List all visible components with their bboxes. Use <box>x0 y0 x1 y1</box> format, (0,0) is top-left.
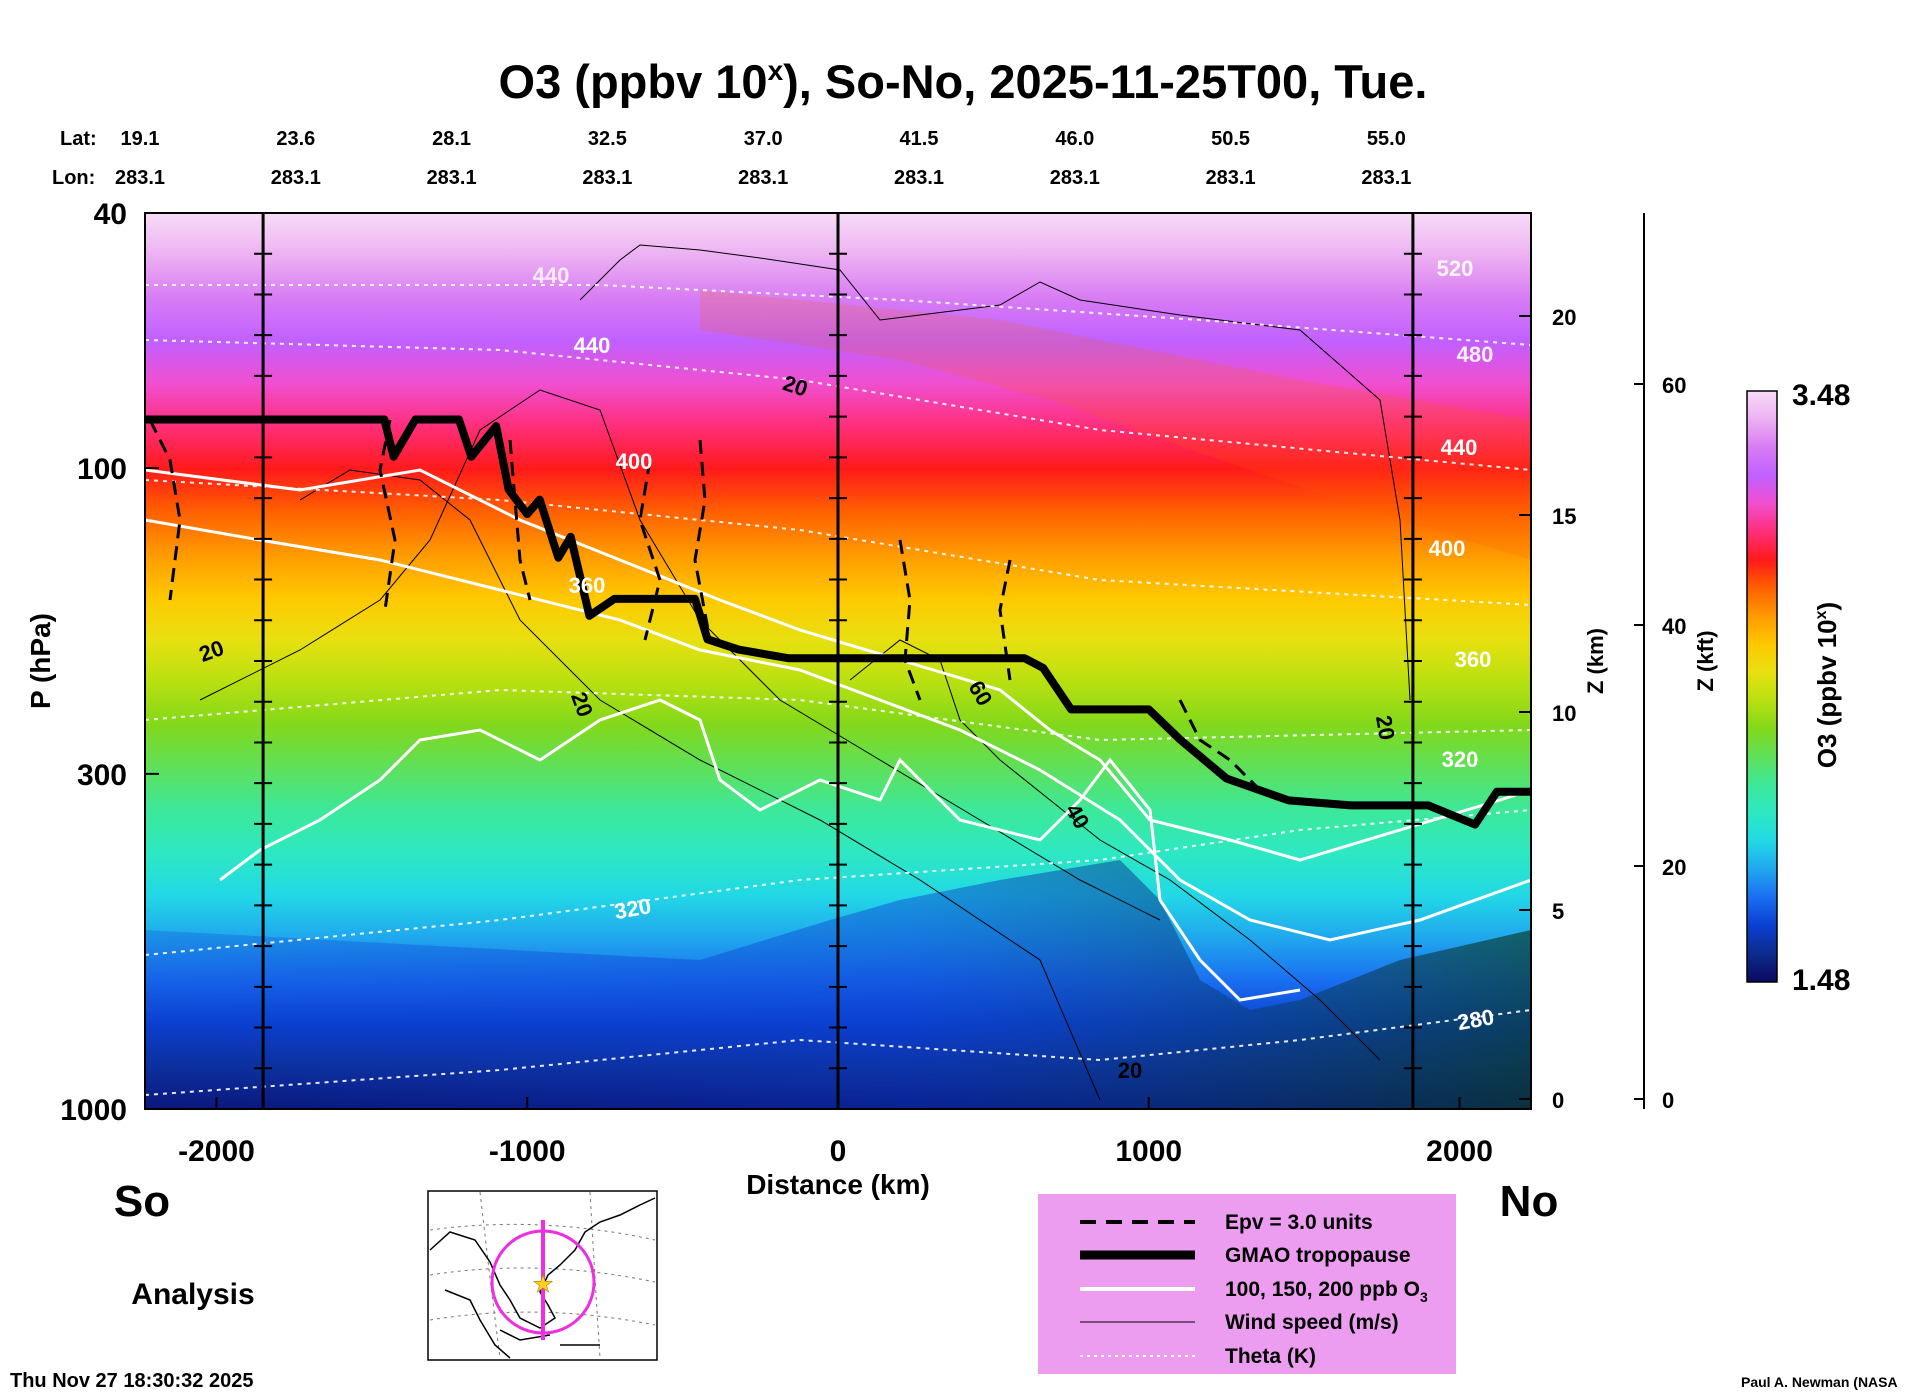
legend-box: Epv = 3.0 units GMAO tropopause 100, 150… <box>1038 1194 1456 1374</box>
z-kft-axis-label: Z (kft) <box>1693 630 1718 691</box>
x-tick-label: -1000 <box>489 1135 566 1168</box>
colorbar <box>1746 390 1778 983</box>
x-axis-label: Distance (km) <box>746 1169 930 1200</box>
x-tick-label: 0 <box>830 1135 847 1168</box>
wind-speed-contour <box>299 469 1101 1101</box>
south-endpoint-label: So <box>114 1177 170 1226</box>
y-tick-label: 1000 <box>60 1094 127 1127</box>
y-tick-label: 100 <box>77 453 127 486</box>
contour-label: 520 <box>1437 256 1474 281</box>
x-tick-label: -2000 <box>178 1135 255 1168</box>
theta-contour <box>145 339 1531 471</box>
lat-value: 41.5 <box>900 128 939 150</box>
epv-contour <box>1178 699 1262 792</box>
legend-label-theta: Theta (K) <box>1225 1345 1316 1368</box>
z-km-axis-label: Z (km) <box>1583 628 1608 694</box>
legend-label-epv: Epv = 3.0 units <box>1225 1211 1373 1234</box>
inset-locator-map: ★ <box>427 1190 658 1361</box>
theta-contour <box>145 809 1531 956</box>
analysis-label: Analysis <box>131 1278 254 1311</box>
z-kft-tick-label: 20 <box>1662 855 1686 880</box>
lat-value: 32.5 <box>588 128 627 150</box>
theta-contour <box>145 1009 1531 1096</box>
lon-value: 283.1 <box>1206 167 1256 189</box>
lon-value: 283.1 <box>1050 167 1100 189</box>
north-endpoint-label: No <box>1500 1177 1559 1226</box>
contour-labels: 440 400 360 320 280 20 20 20 60 40 20 20… <box>196 256 1496 1083</box>
lat-value: 23.6 <box>276 128 315 150</box>
lat-row-label: Lat: <box>60 128 97 150</box>
z-kft-tick-label: 0 <box>1662 1088 1674 1113</box>
lat-value: 28.1 <box>432 128 471 150</box>
gmao-tropopause-line <box>145 415 1531 829</box>
legend-label-tropopause: GMAO tropopause <box>1225 1244 1411 1267</box>
epv-contour <box>898 539 922 701</box>
contour-label: 440 <box>1441 435 1478 460</box>
legend-label-wind: Wind speed (m/s) <box>1225 1311 1399 1334</box>
wind-speed-contour <box>579 244 1411 701</box>
lon-value: 283.1 <box>1361 167 1411 189</box>
contour-label: 440 <box>574 333 611 358</box>
contour-label: 20 <box>1118 1058 1142 1083</box>
lat-value: 19.1 <box>121 128 160 150</box>
contour-label: 360 <box>569 573 606 598</box>
theta-contour <box>145 688 1531 742</box>
contour-label: 440 <box>533 263 570 288</box>
ozone-field <box>145 213 1531 1109</box>
lon-value: 283.1 <box>738 167 788 189</box>
colorbar-title: O3 (ppbv 10x) <box>1812 602 1842 768</box>
wind-speed-contour <box>199 389 1161 921</box>
lat-value: 50.5 <box>1211 128 1250 150</box>
contour-label: 20 <box>1371 713 1400 741</box>
generation-timestamp: Thu Nov 27 18:30:32 2025 <box>10 1370 253 1392</box>
z-km-tick-label: 20 <box>1552 305 1576 330</box>
ozone-white-contour <box>219 698 1301 1002</box>
x-tick-label: 2000 <box>1426 1135 1493 1168</box>
map-center-star-icon: ★ <box>532 1270 554 1298</box>
colorbar-max-label: 3.48 <box>1792 379 1850 412</box>
lat-value: 46.0 <box>1055 128 1094 150</box>
lon-value: 283.1 <box>894 167 944 189</box>
epv-contour <box>693 439 712 641</box>
map-coastline <box>429 1197 656 1359</box>
z-km-tick-label: 5 <box>1552 899 1564 924</box>
contour-label: 320 <box>1442 747 1479 772</box>
z-km-tick-label: 15 <box>1552 504 1576 529</box>
z-kft-tick-label: 40 <box>1662 614 1686 639</box>
epv-contour <box>148 419 182 601</box>
contour-label: 480 <box>1457 342 1494 367</box>
epv-contour <box>638 459 662 641</box>
wind-speed-contour <box>849 639 1381 1061</box>
z-kft-tick-label: 60 <box>1662 373 1686 398</box>
y-axis-label: P (hPa) <box>25 613 56 709</box>
z-km-tick-label: 0 <box>1552 1088 1564 1113</box>
epv-contour <box>508 439 532 601</box>
lat-value: 55.0 <box>1367 128 1406 150</box>
x-tick-label: 1000 <box>1115 1135 1182 1168</box>
chart-title: O3 (ppbv 10x), So-No, 2025-11-25T00, Tue… <box>499 55 1428 108</box>
z-km-tick-label: 10 <box>1552 701 1576 726</box>
theta-contour <box>145 479 1531 606</box>
y-tick-label: 300 <box>77 759 127 792</box>
ozone-white-contour <box>145 468 1531 862</box>
legend-label-ozone: 100, 150, 200 ppb O3 <box>1225 1278 1428 1305</box>
colorbar-min-label: 1.48 <box>1792 964 1850 997</box>
lat-value: 37.0 <box>744 128 783 150</box>
lon-value: 283.1 <box>582 167 632 189</box>
lon-value: 283.1 <box>115 167 165 189</box>
lon-row-label: Lon: <box>52 167 95 189</box>
epv-contour <box>378 419 397 611</box>
contour-label: 400 <box>616 449 653 474</box>
lon-value: 283.1 <box>427 167 477 189</box>
author-credit: Paul A. Newman (NASA <box>1741 1374 1898 1390</box>
contour-label: 400 <box>1429 536 1466 561</box>
y-tick-label: 40 <box>94 198 127 231</box>
contour-label: 360 <box>1455 647 1492 672</box>
upper-ozone-tilt <box>700 290 1531 560</box>
lon-value: 283.1 <box>271 167 321 189</box>
